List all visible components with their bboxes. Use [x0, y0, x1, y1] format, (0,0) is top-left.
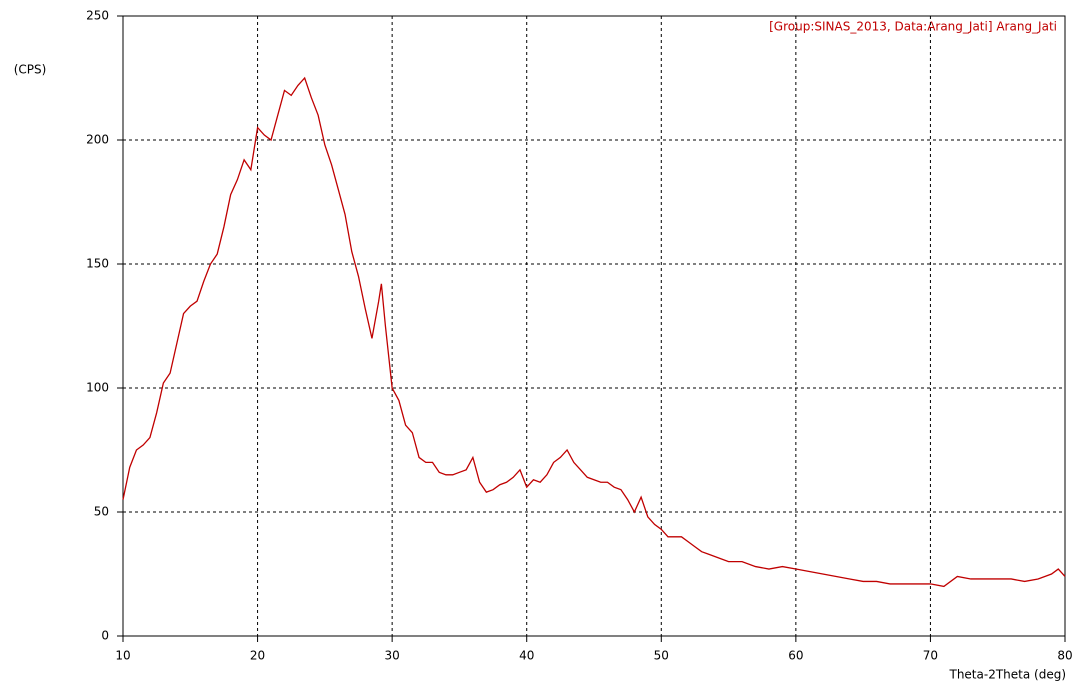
x-tick-label: 50 [654, 649, 669, 663]
y-tick-label: 100 [86, 381, 109, 395]
data-line [122, 76, 1066, 588]
legend-entry: [Group:SINAS_2013, Data:Arang_Jati] Aran… [769, 20, 1057, 34]
x-tick-label: 20 [250, 649, 265, 663]
x-tick-label: 60 [788, 649, 803, 663]
y-tick-label: 0 [101, 629, 109, 643]
x-tick-label: 10 [115, 649, 130, 663]
x-tick-label: 80 [1057, 649, 1072, 663]
plot-frame [122, 15, 1066, 637]
x-tick-label: 40 [519, 649, 534, 663]
y-axis-label: (CPS) [14, 63, 47, 77]
x-axis-label: Theta-2Theta (deg) [948, 668, 1066, 682]
x-tick-label: 70 [923, 649, 938, 663]
x-tick-label: 30 [385, 649, 400, 663]
y-tick-label: 200 [86, 133, 109, 147]
y-tick-label: 50 [94, 505, 109, 519]
y-tick-label: 250 [86, 9, 109, 23]
y-tick-label: 150 [86, 257, 109, 271]
